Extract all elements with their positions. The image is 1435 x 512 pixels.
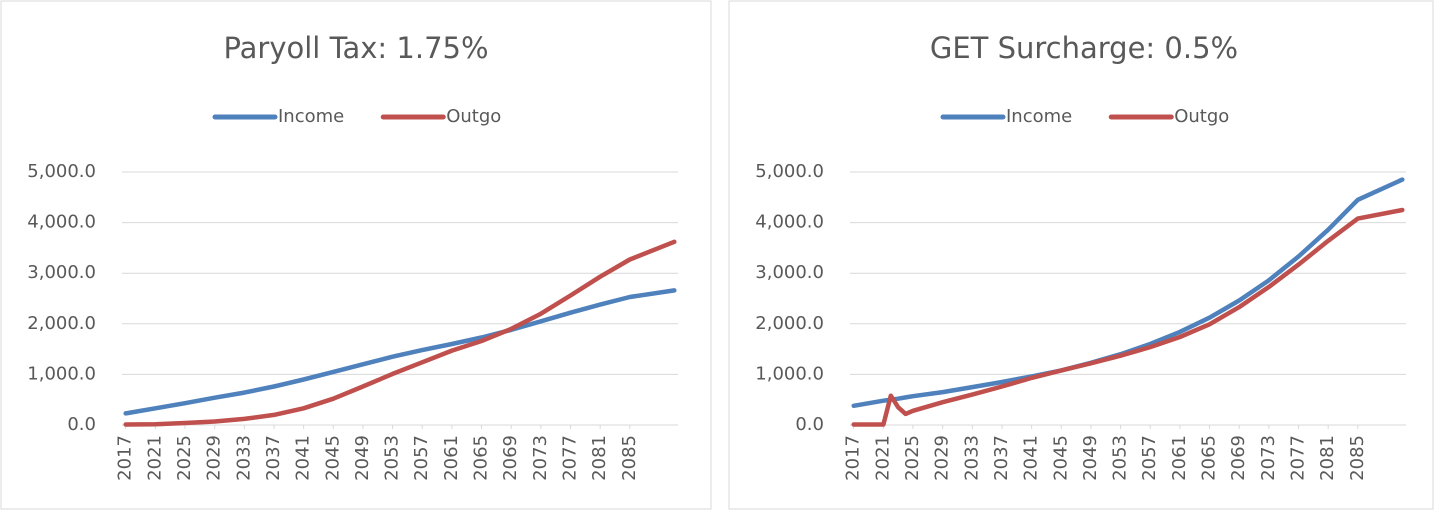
x-tick-label: 2049 (352, 435, 373, 481)
x-tick-label: 2025 (902, 435, 923, 481)
x-tick-label: 2025 (174, 435, 195, 481)
x-tick-label: 2073 (530, 435, 551, 481)
x-tick-label: 2017 (843, 435, 864, 481)
x-tick-label: 2041 (1021, 435, 1042, 481)
y-tick-label: 4,000.0 (755, 212, 824, 233)
x-tick-label: 2061 (441, 435, 462, 481)
y-tick-label: 5,000.0 (755, 161, 824, 182)
y-tick-label: 5,000.0 (27, 161, 96, 182)
x-tick-label: 2041 (293, 435, 314, 481)
x-tick-label: 2077 (1288, 435, 1309, 481)
x-tick-label: 2065 (471, 435, 492, 481)
x-tick-label: 2085 (619, 435, 640, 481)
x-tick-label: 2029 (204, 435, 225, 481)
chart-title: GET Surcharge: 0.5% (930, 31, 1238, 65)
x-tick-label: 2053 (1110, 435, 1131, 481)
legend-label: Outgo (446, 106, 501, 127)
y-tick-label: 3,000.0 (27, 262, 96, 283)
legend-label: Income (278, 106, 344, 127)
y-tick-label: 2,000.0 (27, 313, 96, 334)
x-tick-label: 2045 (1050, 435, 1071, 481)
x-tick-label: 2081 (1317, 435, 1338, 481)
x-tick-label: 2085 (1347, 435, 1368, 481)
x-tick-label: 2049 (1080, 435, 1101, 481)
x-tick-label: 2081 (589, 435, 610, 481)
x-tick-label: 2045 (322, 435, 343, 481)
x-tick-label: 2017 (115, 435, 136, 481)
x-tick-label: 2021 (872, 435, 893, 481)
x-tick-label: 2037 (263, 435, 284, 481)
x-tick-label: 2057 (1139, 435, 1160, 481)
y-tick-label: 3,000.0 (755, 262, 824, 283)
y-tick-label: 1,000.0 (27, 363, 96, 384)
x-tick-label: 2069 (500, 435, 521, 481)
x-tick-label: 2061 (1169, 435, 1190, 481)
series-line (851, 207, 1405, 427)
series-line (123, 288, 677, 416)
y-tick-label: 1,000.0 (755, 363, 824, 384)
y-tick-label: 2,000.0 (755, 313, 824, 334)
panel (0, 0, 712, 510)
series-line (123, 239, 677, 427)
y-tick-label: 0.0 (795, 414, 824, 435)
y-tick-label: 4,000.0 (27, 212, 96, 233)
x-tick-label: 2033 (233, 435, 254, 481)
chart-title: Paryoll Tax: 1.75% (223, 31, 488, 65)
x-tick-label: 2029 (932, 435, 953, 481)
x-tick-label: 2053 (382, 435, 403, 481)
x-tick-label: 2069 (1228, 435, 1249, 481)
legend-label: Outgo (1174, 106, 1229, 127)
y-tick-label: 0.0 (67, 414, 96, 435)
x-tick-label: 2073 (1258, 435, 1279, 481)
panel (728, 0, 1434, 510)
x-tick-label: 2021 (144, 435, 165, 481)
legend-label: Income (1006, 106, 1072, 127)
x-tick-label: 2065 (1199, 435, 1220, 481)
x-tick-label: 2077 (560, 435, 581, 481)
x-tick-label: 2057 (411, 435, 432, 481)
x-tick-label: 2033 (961, 435, 982, 481)
x-tick-label: 2037 (991, 435, 1012, 481)
